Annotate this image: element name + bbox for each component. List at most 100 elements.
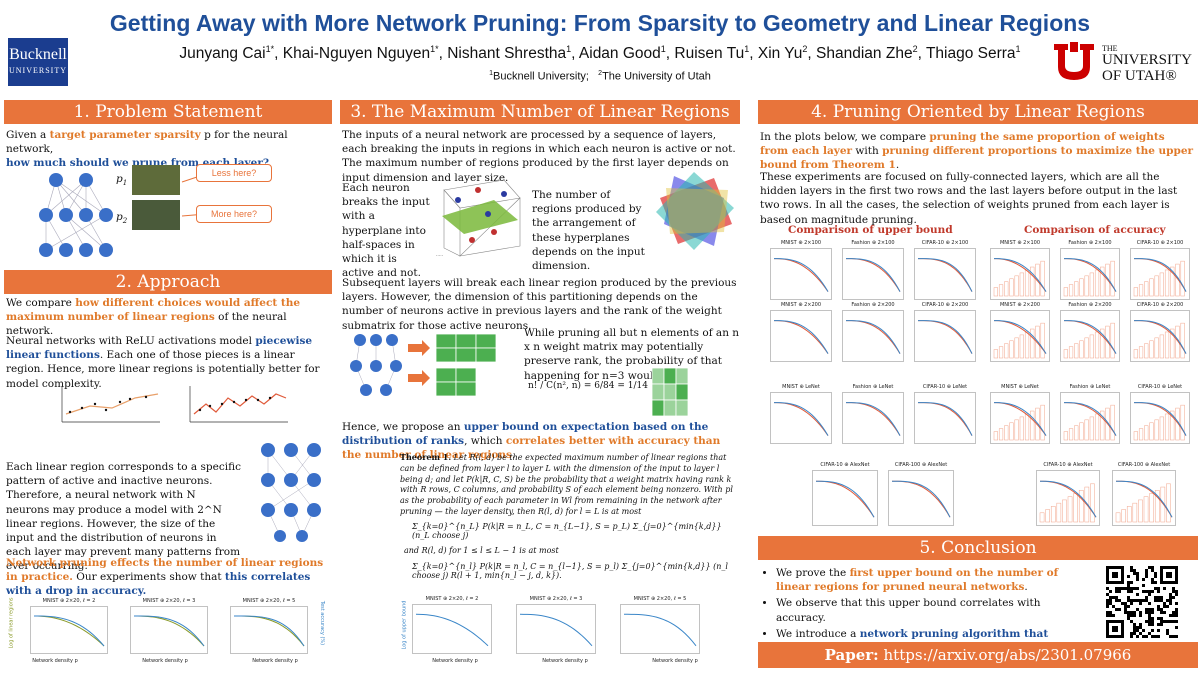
qr-module (1127, 587, 1130, 590)
series-line (773, 258, 829, 292)
plot-frame (914, 392, 976, 444)
qr-module (1166, 605, 1169, 608)
author-list: Junyang Cai1*, Khai-Nguyen Nguyen1*, Nis… (179, 44, 1021, 63)
s3-p6-highlight2: correlates better with accuracy than the… (342, 435, 721, 462)
histogram-bar (1019, 272, 1024, 297)
paper-url-link[interactable]: https://arxiv.org/abs/2301.07966 (883, 646, 1132, 664)
qr-module (1175, 635, 1178, 638)
series-line (1063, 258, 1117, 292)
qr-module (1136, 593, 1139, 596)
qr-module (1136, 629, 1139, 632)
series-line (133, 615, 205, 647)
histogram-bar (998, 346, 1004, 359)
histogram-bar (1154, 419, 1159, 441)
qr-module (1163, 620, 1166, 623)
qr-module (1127, 584, 1130, 587)
histogram-bar (1035, 407, 1040, 441)
mini-chart: CIFAR-10 ⊕ 2×200 (1130, 302, 1190, 362)
qr-module (1157, 617, 1160, 620)
qr-module (1166, 632, 1169, 635)
mini-chart-plot (842, 392, 904, 444)
author-name: Shandian Zhe (816, 45, 913, 63)
conclusion-item-1: We prove the first upper bound on the nu… (776, 566, 1092, 594)
qr-module (1136, 578, 1139, 581)
histogram-bar (1089, 416, 1094, 441)
s3-xlabel: Network density p (542, 658, 588, 664)
qr-module (1109, 596, 1112, 599)
paper-link-bar[interactable]: Paper: https://arxiv.org/abs/2301.07966 (758, 642, 1198, 668)
qr-module (1145, 608, 1148, 611)
histogram-bar (1090, 483, 1095, 523)
author-name: Xin Yu (757, 45, 803, 63)
qr-module (1115, 590, 1118, 593)
qr-module (1160, 608, 1163, 611)
qr-module (1160, 596, 1163, 599)
histogram-bar (1094, 331, 1100, 359)
s2-p2-highlight: piecewise linear functions (6, 335, 313, 362)
qr-module (1157, 590, 1160, 593)
qr-module (1127, 590, 1130, 593)
qr-finder-core (1112, 572, 1118, 578)
qr-module (1145, 575, 1148, 578)
qr-code-icon[interactable] (1096, 566, 1188, 638)
s2-ylabel-right: Test accuracy (%) (319, 600, 326, 646)
qr-module (1139, 626, 1142, 629)
section-2-heading: 2. Approach (4, 270, 332, 294)
mini-chart: Fashion ⊕ 2×100 (842, 240, 904, 300)
qr-module (1133, 569, 1136, 572)
theorem-1: Theorem 1. Let R(l, d) be the expected m… (400, 452, 740, 518)
mini-chart: Fashion ⊕ 2×100 (1060, 240, 1120, 300)
histogram-bar (1089, 334, 1094, 359)
author-name: Ruisen Tu (674, 45, 745, 63)
series-line (1133, 402, 1187, 436)
qr-module (1127, 614, 1130, 617)
author-sup: 1 (660, 44, 666, 54)
qr-module (1163, 611, 1166, 614)
series-line (1063, 320, 1117, 354)
series-line (623, 613, 697, 647)
author-sup: 1 (744, 44, 750, 54)
mini-chart: MNIST ⊕ 2×100 (770, 240, 832, 300)
qr-module (1154, 575, 1157, 578)
qr-module (1154, 572, 1157, 575)
qr-module (1145, 611, 1148, 614)
mini-chart-plot (888, 470, 954, 526)
qr-module (1175, 614, 1178, 617)
s2-p2: Neural networks with ReLU activations mo… (6, 335, 320, 390)
qr-module (1151, 629, 1154, 632)
plot-frame (412, 604, 492, 654)
section-1-heading: 1. Problem Statement (4, 100, 332, 124)
qr-module (1127, 581, 1130, 584)
qr-module (1133, 629, 1136, 632)
qr-module (1169, 614, 1172, 617)
mini-chart-title: Fashion ⊕ LeNet (852, 384, 894, 390)
mini-chart: CIFAR-100 ⊕ AlexNet (888, 462, 954, 526)
mini-chart: Fashion ⊕ LeNet (842, 384, 904, 444)
qr-module (1106, 599, 1109, 602)
bucknell-logo: Bucknell UNIVERSITY (8, 38, 68, 86)
bucknell-logo-text: Bucknell (9, 46, 67, 63)
author-name: Khai-Nguyen Nguyen (282, 45, 431, 63)
mini-chart-title: CIFAR-100 ⊕ AlexNet (1117, 462, 1171, 468)
mini-chart-title: CIFAR-10 ⊕ 2×100 (1136, 240, 1184, 246)
qr-module (1109, 614, 1112, 617)
histogram-bar (1164, 269, 1170, 297)
mini-chart: CIFAR-10 ⊕ LeNet (1130, 384, 1190, 444)
qr-finder-core (1166, 572, 1172, 578)
histogram-bar (1110, 404, 1115, 441)
mini-chart-plot (770, 248, 832, 300)
qr-module (1154, 596, 1157, 599)
histogram-bar (1062, 499, 1067, 523)
qr-module (1139, 599, 1142, 602)
qr-module (1151, 566, 1154, 569)
mini-chart-title: MNIST ⊕ 2×200 (780, 302, 822, 308)
histogram-bar (1143, 496, 1149, 523)
author-name: Thiago Serra (925, 45, 1016, 63)
histogram-bar (1149, 278, 1154, 297)
mini-chart-title: MNIST ⊕ 2×100 (780, 240, 822, 246)
utah-logo-line2: UNIVERSITY (1102, 52, 1192, 69)
plot-frame (770, 310, 832, 362)
section-5-heading: 5. Conclusion (758, 536, 1198, 560)
qr-module (1145, 635, 1148, 638)
qr-module (1172, 620, 1175, 623)
